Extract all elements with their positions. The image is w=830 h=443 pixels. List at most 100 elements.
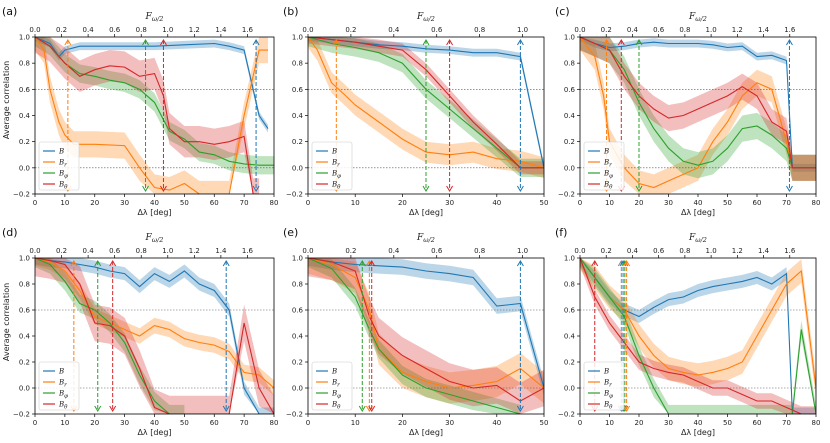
x-tick-label: 40	[150, 419, 159, 427]
marker-arrow-down	[516, 405, 524, 412]
top-tick-label: 0.4	[83, 26, 95, 34]
y-tick-label: 0.6	[564, 86, 576, 94]
x-tick-label: 40	[150, 199, 159, 207]
legend-entry-sub: θ	[64, 405, 68, 411]
top-tick-label: 1.0	[706, 26, 717, 34]
band-Br	[580, 258, 816, 400]
panel-b: (b)0 10 20 30 40 50−0.20.00.20.40.60.81.00.0 0…	[283, 5, 548, 217]
marker-arrow-down	[160, 185, 167, 192]
legend-entry: Bθ	[331, 401, 341, 411]
legend-entry-sub: r	[609, 383, 612, 389]
line-Btheta	[35, 258, 274, 414]
x-tick-label: 10	[60, 199, 69, 207]
marker-arrow-up	[446, 39, 454, 46]
line-Br	[35, 37, 268, 194]
x-tick-label: 30	[664, 419, 673, 427]
x-tick-label: 0	[306, 199, 310, 207]
y-tick-label: 0.4	[19, 333, 31, 341]
legend-entry-sub: φ	[64, 394, 68, 400]
legend-entry: Br	[331, 379, 340, 389]
legend-entry-sub: φ	[337, 174, 341, 180]
y-tick-label: 0.4	[564, 112, 576, 120]
top-axis-label-sub: ω/2	[695, 236, 707, 244]
y-tick-label: 0.8	[564, 60, 575, 68]
top-tick-label: 0.8	[136, 247, 147, 255]
legend-entry: B	[603, 368, 609, 376]
x-tick-label: 30	[120, 199, 129, 207]
x-tick-label: 80	[270, 419, 279, 427]
line-Br	[580, 258, 816, 389]
x-tick-label: 20	[90, 199, 99, 207]
x-tick-label: 60	[753, 199, 762, 207]
y-tick-label: 1.0	[19, 34, 30, 42]
x-tick-label: 50	[540, 199, 549, 207]
legend-entry: B	[603, 148, 609, 156]
band-Br	[580, 37, 816, 194]
x-tick-label: 50	[180, 199, 189, 207]
top-tick-label: 0.0	[302, 247, 313, 255]
top-axis-label: Fω/2	[688, 12, 707, 23]
legend-entry-sub: φ	[609, 174, 613, 180]
top-tick-label: 0.2	[56, 26, 67, 34]
line-Bphi	[308, 258, 521, 414]
legend-entry: Bφ	[603, 170, 613, 180]
band-Btheta	[580, 258, 816, 414]
top-axis-label-sub: ω/2	[152, 236, 164, 244]
y-tick-label: 1.0	[564, 34, 575, 42]
y-tick-label: 0.6	[19, 307, 31, 315]
x-tick-label: 50	[180, 419, 189, 427]
band-Bphi	[35, 37, 274, 175]
legend-entry-sub: θ	[609, 405, 613, 411]
x-tick-label: 0	[33, 419, 37, 427]
legend-box	[583, 361, 625, 411]
legend-entry-sub: φ	[609, 394, 613, 400]
top-tick-label: 1.0	[162, 26, 173, 34]
panel-c: (c) 0 10 20 30 40 50 60 70 80 −0.2 0.0 0.2 0.4 0.6 0.8 1…	[555, 5, 820, 217]
y-tick-label: 1.0	[564, 255, 575, 263]
legend-entry-sub: r	[64, 163, 67, 169]
top-axis-label: Fω/2	[416, 12, 435, 23]
top-axis-label-sub: ω/2	[695, 15, 707, 23]
top-axis-label-sub: ω/2	[423, 15, 435, 23]
marker-arrow-up	[70, 260, 78, 267]
x-tick-label: 70	[240, 419, 249, 427]
line-Btheta	[580, 37, 816, 169]
marker-arrow-up	[591, 260, 599, 267]
marker-arrow-up	[603, 39, 610, 46]
x-tick-label: 20	[635, 419, 644, 427]
line-B	[35, 37, 269, 129]
top-axis-label: Fω/2	[145, 233, 164, 244]
legend-entry-sub: φ	[64, 174, 68, 180]
top-tick-label: 1.4	[758, 247, 770, 255]
y-tick-label: 1.0	[292, 34, 303, 42]
top-tick-label: 1.0	[162, 247, 173, 255]
legend-entry-sub: r	[337, 163, 340, 169]
marker-arrow-up	[160, 39, 167, 46]
marker-arrow-up	[516, 39, 524, 46]
y-tick-label: 0.8	[564, 281, 575, 289]
y-tick-label: 0.2	[19, 359, 30, 367]
x-axis-label: Δλ [deg]	[137, 208, 171, 217]
band-Bphi	[308, 37, 544, 177]
top-tick-label: 1.2	[732, 247, 743, 255]
legend-entry-sub: r	[609, 163, 612, 169]
top-tick-label: 0.8	[679, 26, 690, 34]
top-tick-label: 0.0	[574, 26, 585, 34]
legend-box	[311, 141, 353, 191]
marker-arrow-up	[617, 39, 625, 46]
y-tick-label: 0.2	[19, 138, 30, 146]
y-tick-label: 0.4	[292, 333, 304, 341]
top-tick-label: 0.4	[83, 247, 95, 255]
top-axis-label-sub: ω/2	[152, 15, 164, 23]
y-tick-label: 0.0	[19, 385, 30, 393]
line-Bphi	[580, 258, 816, 414]
x-tick-label: 60	[210, 199, 219, 207]
marker-arrow-up	[358, 260, 366, 267]
legend-entry: Bθ	[58, 181, 68, 191]
band-Br	[308, 258, 544, 404]
legend-entry: B	[58, 148, 64, 156]
legend-entry: Br	[58, 159, 67, 169]
x-tick-label: 80	[812, 199, 821, 207]
top-tick-label: 1.6	[242, 26, 254, 34]
top-tick-label: 0.4	[388, 26, 400, 34]
